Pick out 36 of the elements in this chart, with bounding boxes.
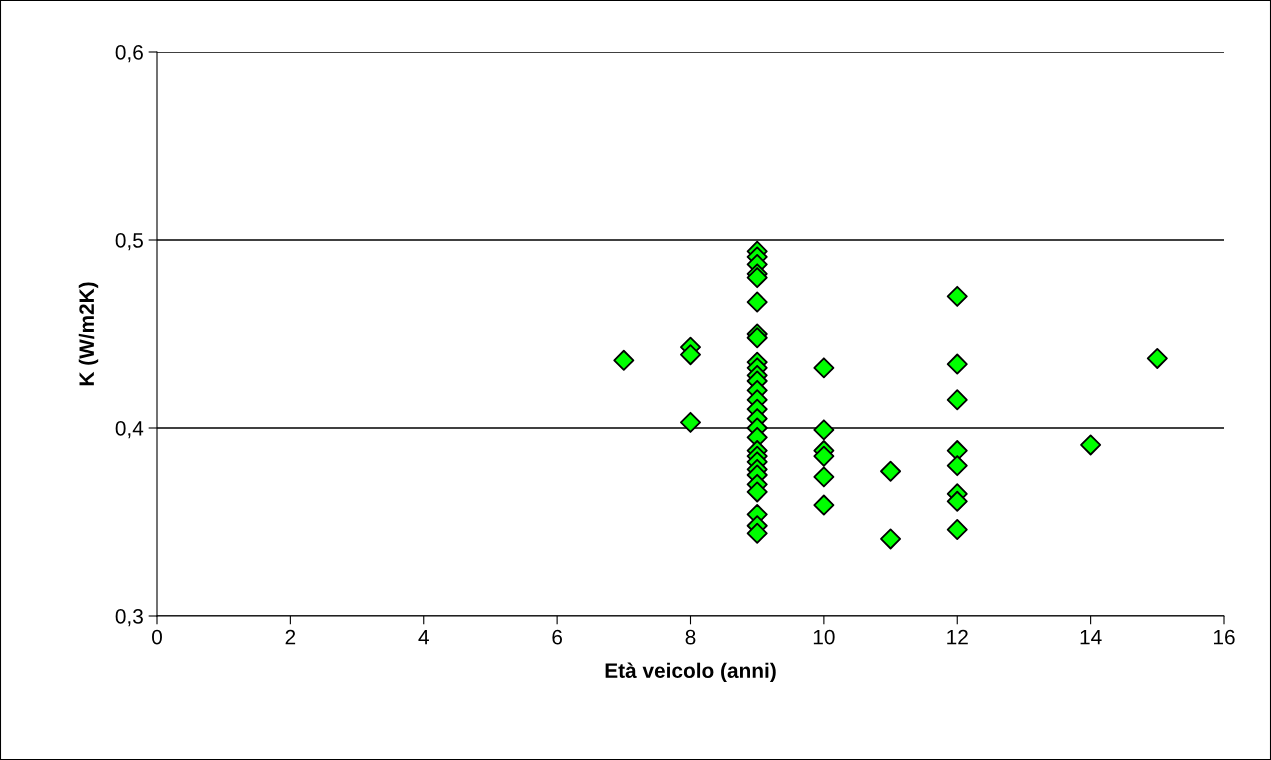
x-tick-label: 14 (1080, 629, 1102, 645)
point (813, 466, 835, 488)
y-tick-label: 0,5 (115, 233, 143, 251)
x-tick-label: 10 (813, 629, 835, 645)
x-tick-label: 0 (152, 629, 162, 645)
point (946, 519, 968, 540)
point (680, 411, 701, 433)
x-tick-label: 8 (685, 629, 696, 645)
y-axis-title: K (W/m2K) (78, 282, 99, 386)
point (813, 419, 835, 441)
point (746, 291, 768, 313)
point (746, 481, 768, 503)
point (880, 528, 902, 550)
point (946, 455, 968, 477)
point (613, 349, 635, 371)
point (813, 357, 835, 379)
x-tick-label: 16 (1214, 629, 1235, 645)
x-tick-label: 2 (285, 629, 296, 645)
y-tick-label: 0,3 (115, 609, 143, 627)
x-tick-label: 12 (947, 629, 968, 645)
y-tick-label: 0,6 (115, 45, 143, 63)
point (946, 389, 968, 411)
x-axis-title: Età veicolo (anni) (605, 662, 776, 683)
point (746, 522, 768, 544)
point (946, 353, 968, 375)
point (880, 460, 902, 482)
point (813, 494, 835, 516)
x-tick-label: 4 (418, 629, 429, 645)
point (1080, 434, 1102, 456)
point (946, 285, 968, 307)
point (680, 344, 701, 366)
y-tick-label: 0,4 (115, 421, 144, 439)
point (1146, 347, 1168, 369)
point (813, 445, 835, 467)
x-tick-label: 6 (552, 629, 562, 645)
point (946, 490, 968, 512)
